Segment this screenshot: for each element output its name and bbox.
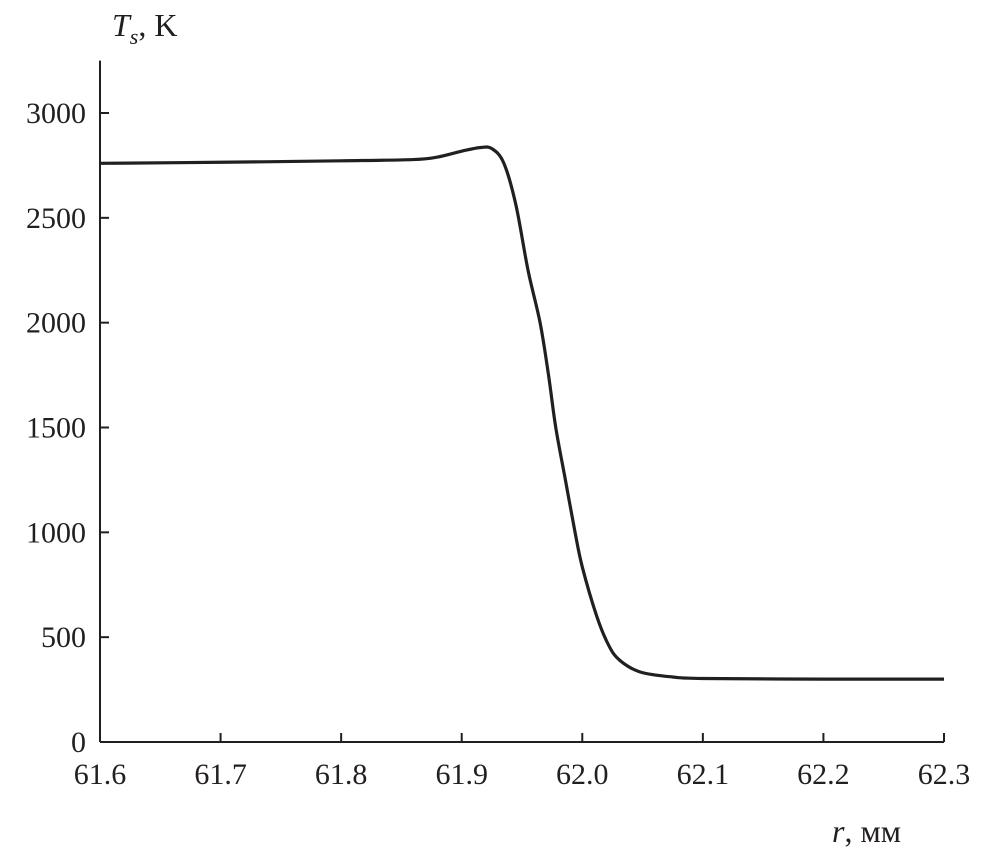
x-tick-label: 61.6 xyxy=(74,758,127,791)
y-tick-label: 1000 xyxy=(26,516,86,549)
y-tick-label: 1500 xyxy=(26,412,86,445)
axes xyxy=(99,60,944,743)
x-ticks: 61.6 61.7 61.8 61.9 62.0 62.1 62.2 62.3 xyxy=(74,733,971,791)
y-axis-title: Ts, K xyxy=(112,7,177,49)
x-tick-label: 61.7 xyxy=(194,758,247,791)
y-tick-label: 0 xyxy=(71,726,86,759)
y-tick-label: 2000 xyxy=(26,307,86,340)
x-tick-label: 61.8 xyxy=(315,758,368,791)
x-tick-label: 62.1 xyxy=(677,758,730,791)
y-tick-label: 3000 xyxy=(26,97,86,130)
x-tick-label: 62.3 xyxy=(918,758,971,791)
x-tick-label: 61.9 xyxy=(435,758,488,791)
x-axis-title: r, мм xyxy=(832,813,901,849)
y-tick-label: 2500 xyxy=(26,202,86,235)
x-tick-label: 62.2 xyxy=(797,758,850,791)
x-tick-label: 62.0 xyxy=(556,758,609,791)
series-line xyxy=(99,145,945,681)
y-ticks: 0 500 1000 1500 2000 2500 3000 xyxy=(26,97,109,759)
y-tick-label: 500 xyxy=(41,621,86,654)
